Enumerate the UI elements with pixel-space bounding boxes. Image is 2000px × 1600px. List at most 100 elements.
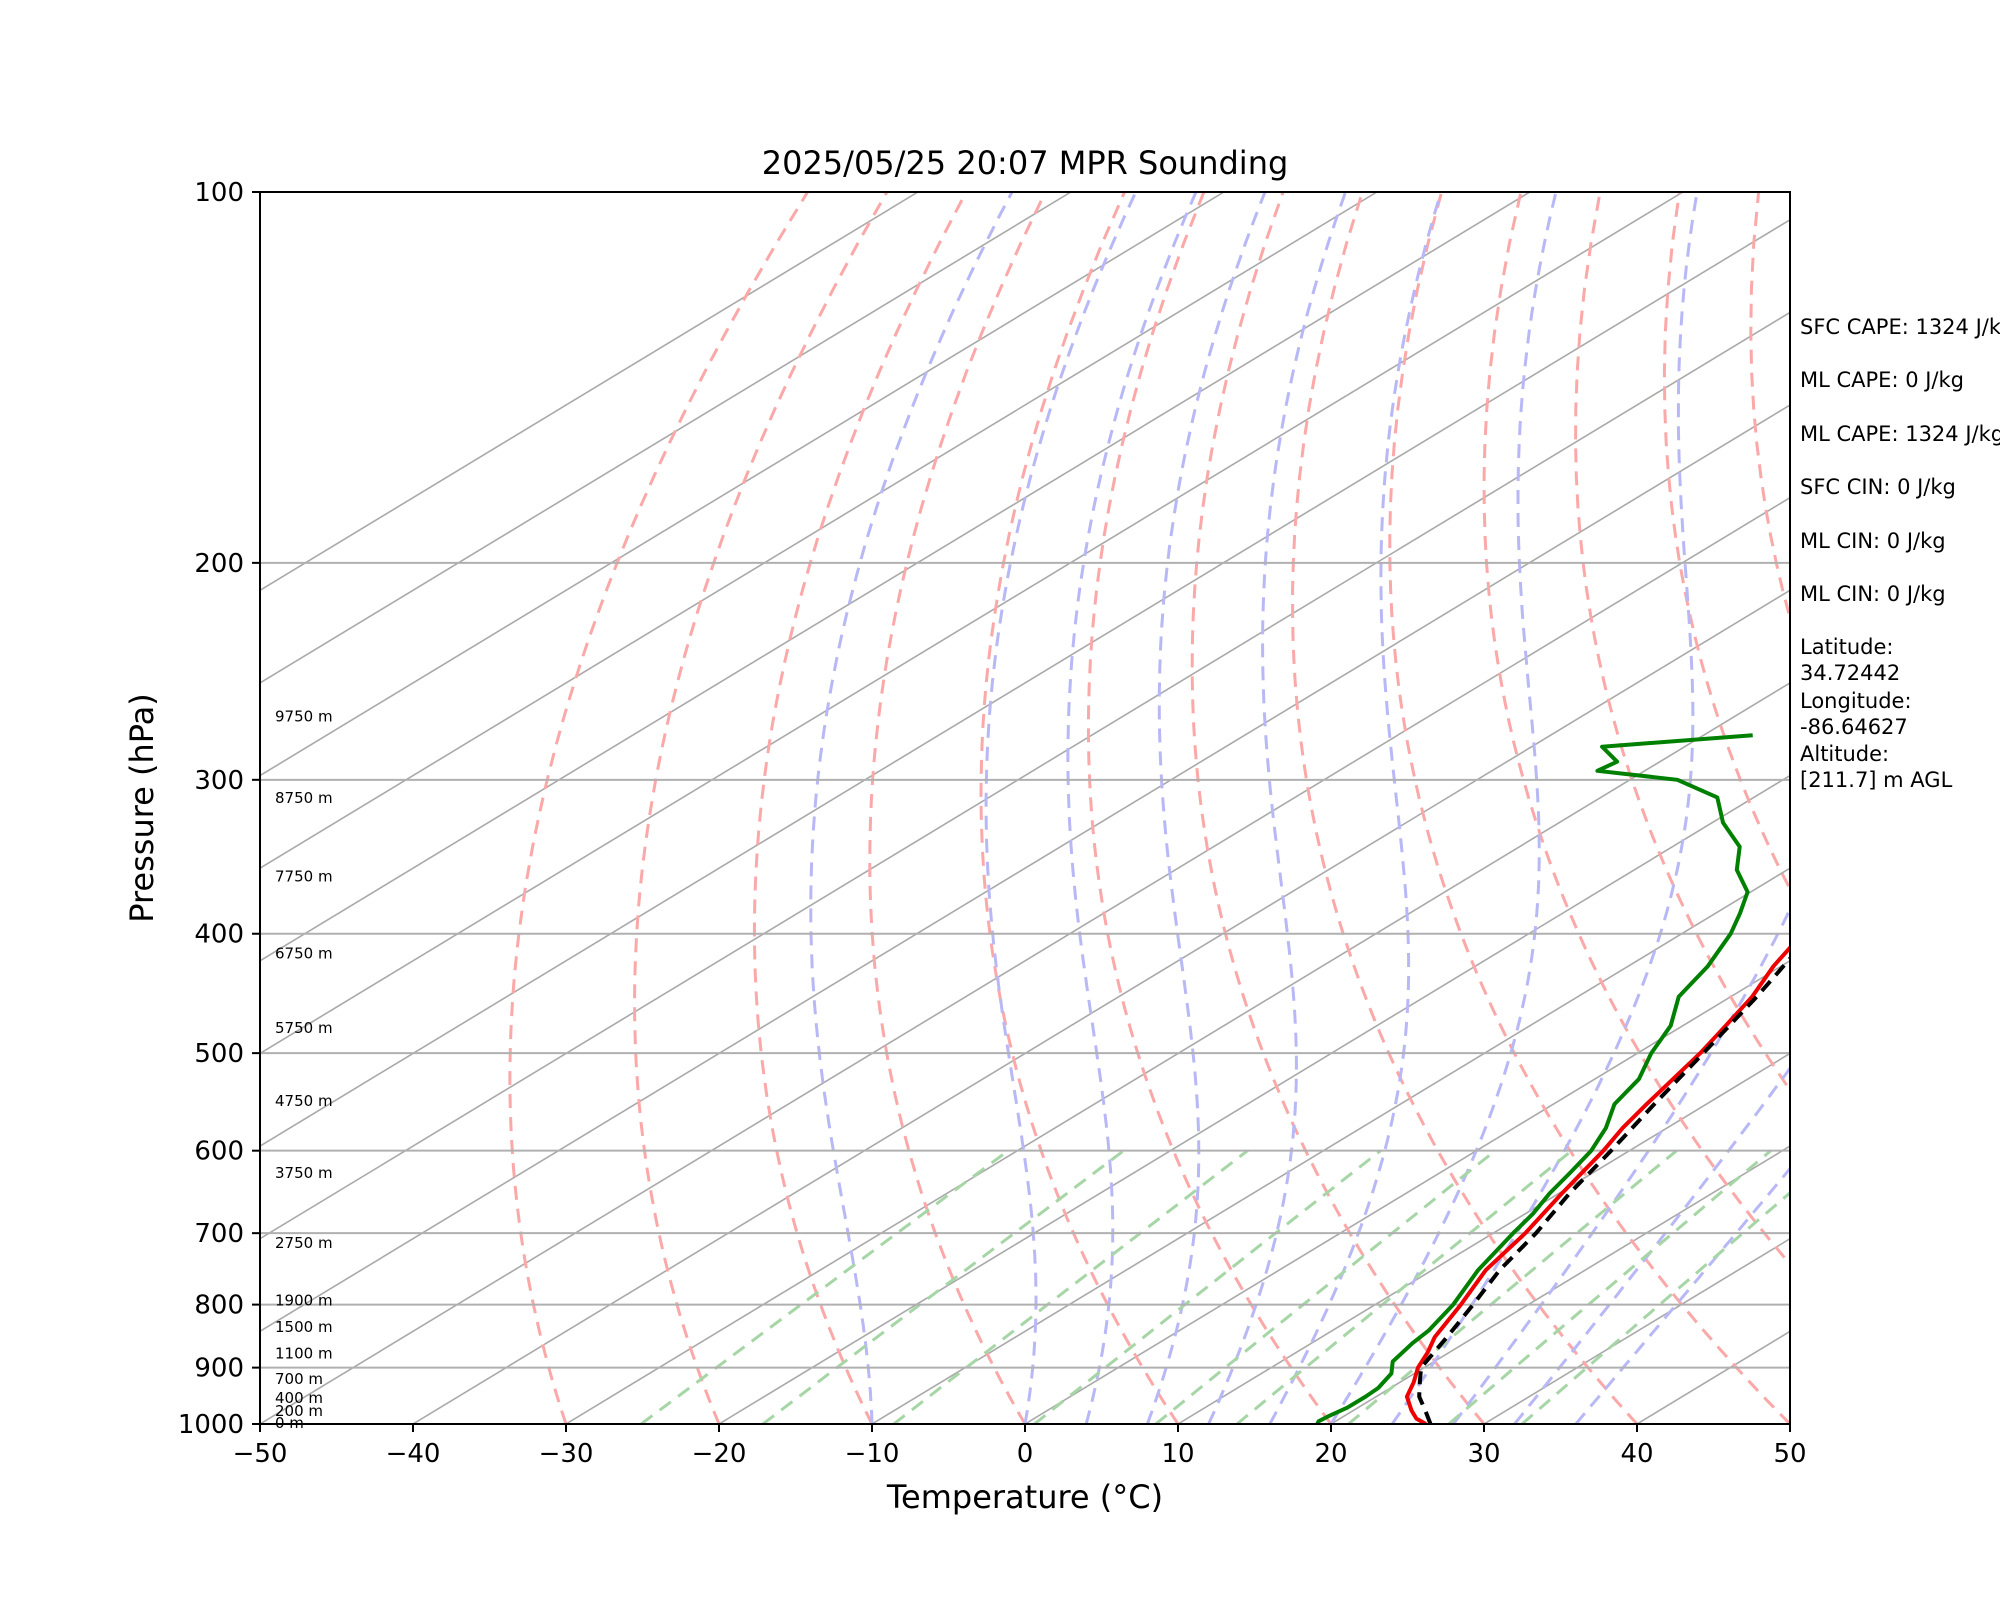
isotherm-line bbox=[1177, 1052, 1790, 1424]
isotherm-line bbox=[260, 192, 1684, 1055]
dry-adiabat-line bbox=[508, 192, 809, 1424]
stat-line: Altitude: [211.7] m AGL bbox=[1800, 742, 1953, 793]
x-tick-label: −10 bbox=[845, 1439, 900, 1469]
stat-line: Latitude: 34.72442 bbox=[1800, 635, 1901, 686]
y-tick-label: 400 bbox=[194, 920, 244, 950]
moist-adiabat-line bbox=[1145, 192, 1267, 1424]
moist-adiabat-line bbox=[984, 192, 1138, 1424]
moist-adiabat-line bbox=[1207, 192, 1347, 1424]
x-tick-label: −20 bbox=[692, 1439, 747, 1469]
dry-adiabat-line bbox=[979, 192, 1180, 1424]
isotherm-line bbox=[565, 682, 1790, 1424]
sounding-trace bbox=[1417, 955, 1790, 1424]
height-label: 5750 m bbox=[275, 1019, 333, 1037]
stat-line: SFC CIN: 0 J/kg bbox=[1800, 475, 1956, 500]
x-tick-label: 30 bbox=[1467, 1439, 1500, 1469]
y-tick-label: 700 bbox=[194, 1219, 244, 1249]
moist-adiabat-line bbox=[1329, 192, 1558, 1424]
isotherm-line bbox=[260, 192, 1225, 777]
x-tick-label: 20 bbox=[1314, 1439, 1347, 1469]
stat-line: Longitude: -86.64627 bbox=[1800, 688, 1912, 739]
isotherm-line bbox=[412, 589, 1790, 1424]
axis-ticks: −50 −40 −30 −20 −10 0 10 20 30 40 50 100 200 300 400 50… bbox=[178, 178, 1807, 1469]
dry-adiabat-line bbox=[1388, 192, 1790, 1424]
height-label: 200 m bbox=[275, 1402, 323, 1420]
y-tick-label: 1000 bbox=[178, 1410, 244, 1440]
isotherm-line bbox=[260, 192, 1072, 684]
height-label: 700 m bbox=[275, 1370, 323, 1388]
moist-adiabat-line bbox=[809, 192, 1014, 1424]
sounding-traces bbox=[1315, 733, 1790, 1424]
isotherm-line bbox=[260, 218, 1790, 1148]
mixing-ratio-line bbox=[1447, 1149, 1772, 1424]
x-tick-label: 40 bbox=[1620, 1439, 1653, 1469]
dry-adiabat-line bbox=[633, 192, 889, 1424]
x-tick-label: 0 bbox=[1017, 1439, 1034, 1469]
height-label: 1500 m bbox=[275, 1318, 333, 1336]
reference-lines bbox=[260, 192, 2000, 1424]
mixing-ratio-line bbox=[892, 1149, 1249, 1424]
moist-adiabat-line bbox=[1066, 192, 1198, 1424]
height-label: 6750 m bbox=[275, 945, 333, 963]
dry-adiabat-line bbox=[1996, 192, 2000, 1424]
x-tick-label: −40 bbox=[386, 1439, 441, 1469]
x-tick-label: 50 bbox=[1773, 1439, 1806, 1469]
moist-adiabat-line bbox=[1268, 192, 1443, 1424]
moist-adiabat-line bbox=[1390, 192, 1699, 1424]
height-label: 9750 m bbox=[275, 707, 333, 725]
isotherm-line bbox=[260, 311, 1790, 1240]
height-label: 1100 m bbox=[275, 1344, 333, 1362]
y-tick-label: 500 bbox=[194, 1039, 244, 1069]
stat-line: ML CIN: 0 J/kg bbox=[1800, 528, 1946, 553]
isotherm-line bbox=[1330, 1145, 1790, 1424]
dry-adiabat-line bbox=[1574, 192, 1790, 1093]
height-label: 400 m bbox=[275, 1389, 323, 1407]
height-label: 4750 m bbox=[275, 1092, 333, 1110]
y-tick-label: 200 bbox=[194, 549, 244, 579]
dry-adiabat-line bbox=[1482, 192, 1790, 1267]
y-tick-label: 100 bbox=[194, 178, 244, 208]
y-tick-label: 300 bbox=[194, 766, 244, 796]
stat-line: ML CAPE: 1324 J/kg bbox=[1800, 421, 2000, 446]
height-label: 2750 m bbox=[275, 1234, 333, 1252]
isotherm-line bbox=[260, 404, 1790, 1333]
isotherm-line bbox=[718, 774, 1790, 1424]
x-tick-label: 10 bbox=[1161, 1439, 1194, 1469]
mixing-ratio-line bbox=[1236, 1149, 1573, 1424]
height-label: 1900 m bbox=[275, 1291, 333, 1309]
isotherm-line bbox=[260, 192, 1378, 870]
y-tick-label: 600 bbox=[194, 1137, 244, 1167]
isotherm-line bbox=[260, 192, 1531, 962]
height-label: 7750 m bbox=[275, 867, 333, 885]
isotherm-line bbox=[260, 496, 1790, 1424]
dry-adiabat-line bbox=[1662, 192, 1790, 893]
isotherm-line bbox=[260, 192, 919, 592]
moist-adiabat-line bbox=[1452, 905, 1790, 1424]
sounding-trace bbox=[1315, 733, 1753, 1424]
dry-adiabat-line bbox=[868, 192, 1047, 1424]
y-tick-label: 900 bbox=[194, 1354, 244, 1384]
x-tick-label: −30 bbox=[539, 1439, 594, 1469]
x-axis-title: Temperature (°C) bbox=[886, 1478, 1163, 1516]
dry-adiabat-line bbox=[1291, 192, 1639, 1424]
height-label: 3750 m bbox=[275, 1164, 333, 1182]
sounding-trace bbox=[1404, 944, 1790, 1424]
y-tick-label: 800 bbox=[194, 1291, 244, 1321]
height-label: 8750 m bbox=[275, 789, 333, 807]
dry-adiabat-line bbox=[752, 192, 968, 1424]
isotherm-line bbox=[1024, 959, 1790, 1424]
mixing-ratio-line bbox=[1033, 1149, 1382, 1424]
isotherm-line bbox=[871, 867, 1790, 1424]
stat-line: ML CIN: 0 J/kg bbox=[1800, 582, 1946, 606]
mixing-ratio-line bbox=[640, 1149, 1010, 1424]
dry-adiabat-line bbox=[1086, 192, 1333, 1424]
stat-line: ML CAPE: 0 J/kg bbox=[1800, 368, 1965, 393]
height-label: 0 m bbox=[275, 1414, 304, 1432]
chart-title: 2025/05/25 20:07 MPR Sounding bbox=[762, 144, 1289, 182]
stat-line: SFC CAPE: 1324 J/kg bbox=[1800, 315, 2000, 339]
x-tick-label: −50 bbox=[233, 1439, 288, 1469]
mixing-ratio-line bbox=[1521, 1190, 1790, 1424]
dry-adiabat-line bbox=[1190, 192, 1486, 1424]
